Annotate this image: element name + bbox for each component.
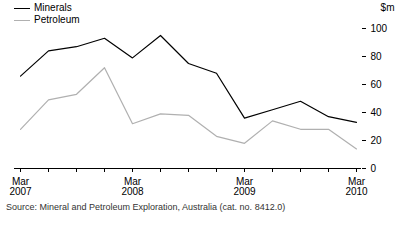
svg-text:Mar2010: Mar2010	[345, 176, 368, 197]
svg-text:60: 60	[371, 79, 383, 90]
html-text:Petroleum: Petroleum	[34, 14, 80, 25]
svg-text:0: 0	[371, 163, 377, 174]
svg-text:Mar2008: Mar2008	[121, 176, 144, 197]
svg-text:Mar2007: Mar2007	[9, 176, 32, 197]
svg-text:40: 40	[371, 107, 383, 118]
html-text:Minerals: Minerals	[34, 2, 72, 13]
svg-text:20: 20	[371, 135, 383, 146]
svg-text:Mar2009: Mar2009	[233, 176, 256, 197]
html-text:Source: Mineral and Petroleum: Source: Mineral and Petroleum Exploratio…	[6, 202, 286, 212]
svg-text:100: 100	[371, 23, 388, 34]
svg-text:$m: $m	[381, 2, 395, 13]
svg-text:80: 80	[371, 51, 383, 62]
